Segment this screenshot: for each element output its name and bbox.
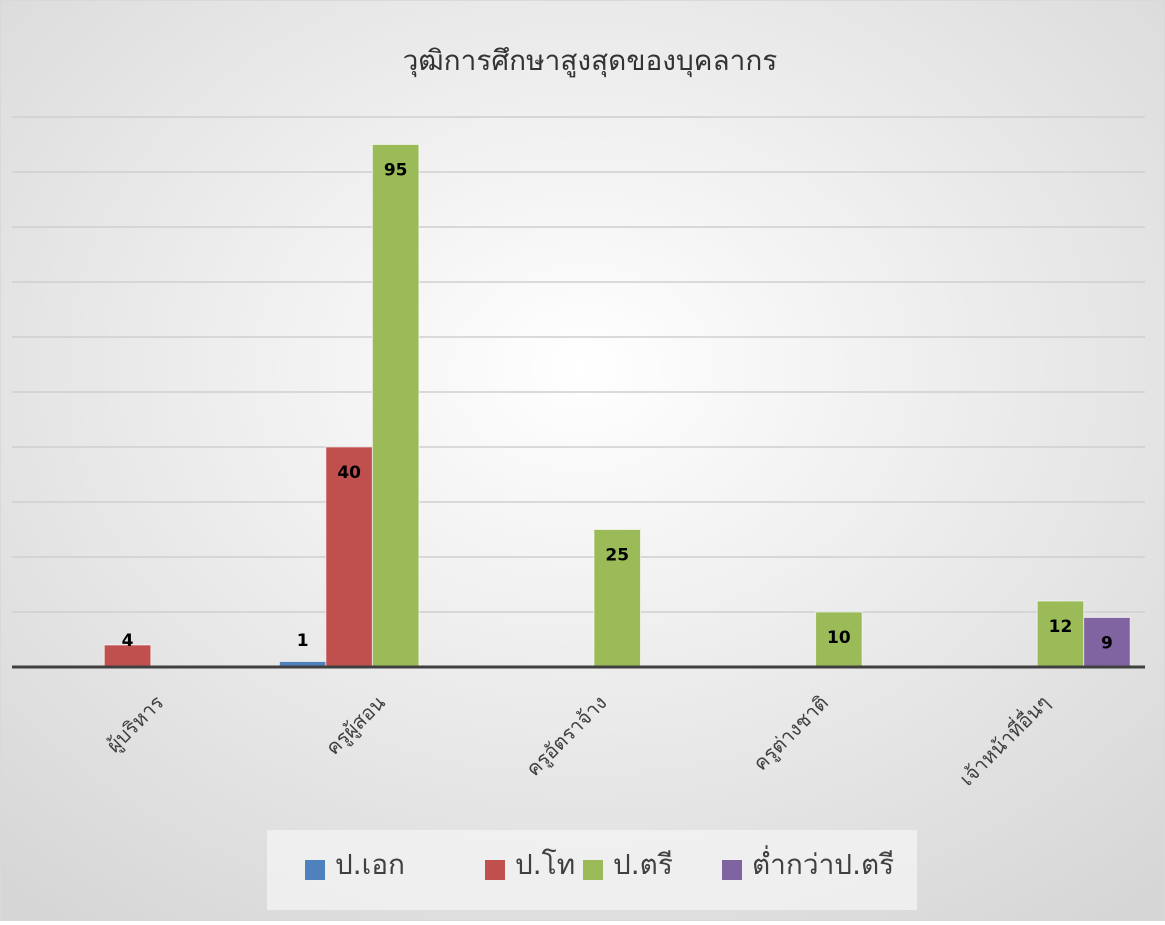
data-label: 4 [122, 631, 134, 651]
legend-label: ป.ตรี [613, 848, 673, 881]
data-label: 25 [605, 546, 629, 566]
bar [1083, 617, 1131, 668]
legend-swatch [722, 860, 742, 880]
legend-swatch [583, 860, 603, 880]
bar [371, 144, 420, 668]
data-label: 12 [1049, 617, 1073, 637]
data-label: 1 [297, 631, 309, 651]
data-label: 95 [384, 161, 408, 181]
legend-label: ต่ำกว่าป.ตรี [752, 845, 894, 881]
data-label: 9 [1101, 634, 1113, 654]
chart-title: วุฒิการศึกษาสูงสุดของบุคลากร [403, 44, 778, 78]
legend-swatch [485, 860, 505, 880]
legend-swatch [305, 860, 325, 880]
legend-label: ป.โท [515, 848, 575, 881]
bar [593, 529, 641, 668]
bar [815, 611, 863, 668]
data-label: 10 [827, 628, 851, 648]
bar [1036, 600, 1085, 668]
data-label: 40 [337, 463, 361, 483]
legend-label: ป.เอก [335, 848, 405, 881]
